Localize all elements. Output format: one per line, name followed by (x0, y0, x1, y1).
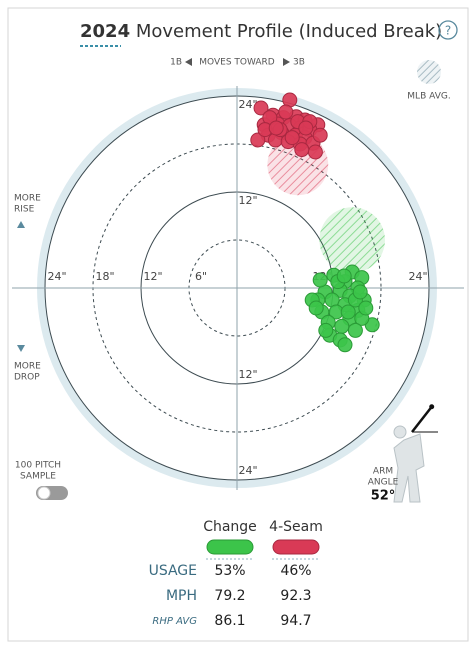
row-value: 94.7 (280, 613, 311, 629)
arm-angle-line (411, 406, 433, 433)
mlb-average (319, 207, 386, 273)
arm-angle-ball (429, 404, 435, 410)
y-tick-label: 24" (238, 464, 257, 477)
x-tick-label: 18" (95, 270, 114, 283)
series-pill (206, 539, 254, 555)
row-label: RHP AVG (152, 616, 197, 627)
row-value: 86.1 (214, 613, 245, 629)
stats-table: Change 4-Seam USAGE 53% 46% MPH 79.2 92.3 RHP AV… (149, 519, 323, 629)
drop-label: MORE (14, 362, 41, 372)
sample-label: 100 PITCH (15, 461, 61, 471)
pitch-dot (347, 322, 363, 338)
pitch-dot (312, 127, 328, 143)
pitcher-figure (393, 425, 425, 503)
pitch-dot (284, 130, 300, 146)
row-value: 46% (280, 563, 311, 579)
x-tick-label: 24" (47, 270, 66, 283)
title-text: Movement Profile (Induced Break) (136, 21, 442, 42)
help-icon[interactable]: ? (445, 24, 451, 38)
rise-arrow (17, 221, 25, 228)
drop-arrow (17, 345, 25, 352)
pitch-dot (312, 272, 328, 288)
pitch-dot (298, 120, 314, 136)
legend-avg: MLB AVG. (407, 60, 451, 102)
series-name: Change (203, 519, 257, 535)
arm-angle-label: ANGLE (368, 478, 399, 488)
series-name: 4-Seam (269, 519, 323, 535)
x-tick-label: 6" (195, 270, 207, 283)
rise-label: MORE (14, 194, 41, 204)
arrow-left (185, 58, 192, 66)
row-label: MPH (166, 588, 197, 604)
title: 2024 Movement Profile (Induced Break) (80, 21, 442, 42)
sample-label: SAMPLE (20, 472, 56, 482)
pitch-dot (253, 100, 269, 116)
pitch-dot (308, 300, 324, 316)
pitch-dot (352, 284, 368, 300)
x-tick-label: 12" (143, 270, 162, 283)
pitch-dot (358, 300, 374, 316)
x-left-label: 1B (170, 58, 182, 68)
series-pill (272, 539, 320, 555)
row-label: USAGE (149, 563, 197, 579)
sample-toggle[interactable] (36, 486, 68, 500)
row-value: 92.3 (280, 588, 311, 604)
x-axis-label: MOVES TOWARD (199, 58, 275, 68)
row-value: 53% (214, 563, 245, 579)
pitch-dot (336, 268, 352, 284)
avg-legend-swatch (417, 60, 441, 84)
y-tick-label: 24" (238, 98, 257, 111)
x-tick-label: 24" (408, 270, 427, 283)
help-button[interactable]: ? (438, 20, 458, 40)
pitch-dot (337, 337, 353, 353)
rise-label: RISE (14, 205, 35, 215)
row-value: 79.2 (214, 588, 245, 604)
pitch-dot (318, 322, 334, 338)
arm-angle-label: ARM (373, 467, 393, 477)
pitch-dot (340, 304, 356, 320)
pitch-dot (294, 142, 310, 158)
x-right-label: 3B (293, 58, 305, 68)
pitch-dot (334, 318, 350, 334)
pitch-dot (268, 120, 284, 136)
avg-legend-label: MLB AVG. (407, 92, 450, 102)
pitch-dot (250, 132, 266, 148)
y-tick-label: 12" (238, 194, 257, 207)
y-tick-label: 12" (238, 368, 257, 381)
plot: 24"18"12"6"12"24"24"12"12"24" (12, 86, 464, 490)
pitch-dot (307, 144, 323, 160)
title-year: 2024 (80, 21, 130, 42)
drop-label: DROP (14, 373, 40, 383)
arm-angle-value: 52° (371, 489, 396, 504)
arrow-right (283, 58, 290, 66)
pitch-dot (278, 104, 294, 120)
